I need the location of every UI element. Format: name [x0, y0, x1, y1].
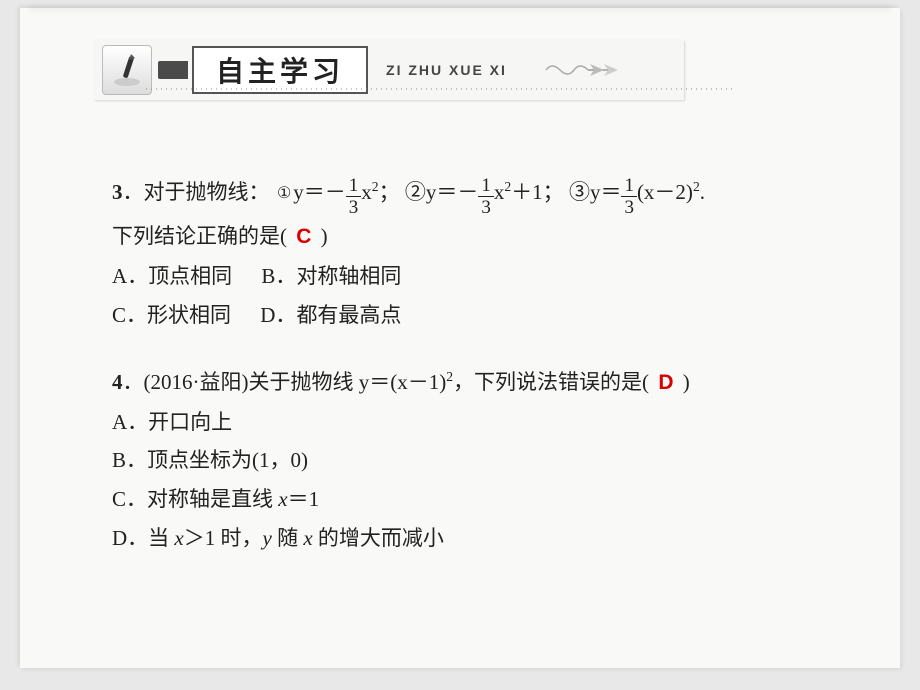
eq-tail: x	[361, 180, 372, 204]
q3-answer: C	[292, 225, 315, 248]
opt-key: A．	[112, 410, 148, 434]
circled-1: ①	[276, 186, 293, 203]
q3-prefix: ．对于抛物线：	[123, 180, 270, 204]
q3-options-row2: C．形状相同 D．都有最高点	[112, 296, 840, 335]
opt-text: 顶点相同	[148, 264, 232, 288]
opt-text: 形状相同	[147, 303, 231, 327]
q3-prompt: 下列结论正确的是(	[112, 224, 287, 248]
opt-key: A．	[112, 264, 148, 288]
circled-3: ③	[569, 180, 590, 204]
frac-num: 1	[346, 176, 362, 196]
opt-key: C．	[112, 303, 147, 327]
opt-key: D．	[260, 303, 296, 327]
opt-key: B．	[261, 264, 296, 288]
question-3: 3．对于抛物线： ①y＝－13x2； ②y＝－13x2＋1； ③y＝13(x－2…	[112, 173, 840, 335]
opt-text: 开口向上	[148, 410, 232, 434]
eq-exp: 2	[693, 179, 700, 194]
opt-key: C．	[112, 487, 147, 511]
q3-prompt-line: 下列结论正确的是( C )	[112, 217, 840, 257]
pencil-icon	[102, 45, 152, 95]
fraction: 13	[621, 176, 637, 217]
option-d: D．当 x＞1 时，y 随 x 的增大而减小	[112, 519, 840, 558]
eq-after: ＋1；	[511, 180, 564, 204]
eq-lhs: y＝	[426, 180, 458, 204]
eq-tail: (x－2)	[637, 180, 693, 204]
eq-after: ；	[379, 180, 400, 204]
header-bar	[158, 61, 188, 79]
option-d: D．都有最高点	[260, 296, 401, 335]
q4-options: A．开口向上 B．顶点坐标为(1，0) C．对称轴是直线 x＝1 D．当 x＞1…	[112, 403, 840, 558]
opt-text: 对称轴相同	[296, 264, 401, 288]
q3-eq1: ①y＝－13x2；	[275, 180, 405, 204]
q3-stem-line1: 3．对于抛物线： ①y＝－13x2； ②y＝－13x2＋1； ③y＝13(x－2…	[112, 173, 840, 217]
eq-tail: x	[494, 180, 505, 204]
opt-key: D．	[112, 526, 148, 550]
fraction: 13	[346, 176, 362, 217]
frac-num: 1	[621, 176, 637, 196]
eq-lhs: y＝	[590, 180, 622, 204]
q3-prompt-close: )	[321, 224, 328, 248]
option-c: C．对称轴是直线 x＝1	[112, 480, 840, 519]
q3-eq2: ②y＝－13x2＋1；	[405, 180, 569, 204]
q3-eq3: ③y＝13(x－2)2.	[569, 180, 705, 204]
q4-suffix: ，下列说法错误的是(	[453, 370, 649, 394]
q3-options-row1: A．顶点相同 B．对称轴相同	[112, 257, 840, 296]
circled-2: ②	[405, 180, 426, 204]
option-a: A．顶点相同	[112, 257, 232, 296]
option-b: B．顶点坐标为(1，0)	[112, 441, 840, 480]
opt-key: B．	[112, 448, 147, 472]
option-a: A．开口向上	[112, 403, 840, 442]
opt-text: 顶点坐标为(1，0)	[147, 448, 308, 472]
question-4: 4．(2016·益阳)关于抛物线 y＝(x－1)2，下列说法错误的是( D ) …	[112, 363, 840, 558]
opt-text: 都有最高点	[296, 303, 401, 327]
frac-den: 3	[621, 196, 637, 217]
header-title: 自主学习	[192, 46, 368, 94]
fraction: 13	[478, 176, 494, 217]
q4-answer: D	[654, 371, 677, 394]
content-area: 3．对于抛物线： ①y＝－13x2； ②y＝－13x2＋1； ③y＝13(x－2…	[112, 173, 840, 586]
section-header: 自主学习 ZI ZHU XUE XI	[94, 40, 684, 100]
page: { "header": { "title": "自主学习", "pinyin":…	[20, 8, 900, 668]
option-b: B．对称轴相同	[261, 257, 401, 296]
frac-num: 1	[478, 176, 494, 196]
eq-after: .	[700, 180, 705, 204]
q3-number: 3	[112, 180, 123, 204]
option-c: C．形状相同	[112, 296, 231, 335]
frac-den: 3	[346, 196, 362, 217]
frac-den: 3	[478, 196, 494, 217]
arrow-decoration	[544, 58, 634, 82]
q4-eq-lhs: y＝(x－1)	[359, 370, 447, 394]
q4-stem: 4．(2016·益阳)关于抛物线 y＝(x－1)2，下列说法错误的是( D )	[112, 363, 840, 403]
shadow	[30, 4, 890, 12]
eq-exp: 2	[372, 179, 379, 194]
q4-prefix: ．(2016·益阳)关于抛物线	[123, 370, 359, 394]
q4-close: )	[683, 370, 690, 394]
eq-lhs: y＝	[293, 180, 325, 204]
header-pinyin: ZI ZHU XUE XI	[386, 62, 507, 78]
q4-number: 4	[112, 370, 123, 394]
